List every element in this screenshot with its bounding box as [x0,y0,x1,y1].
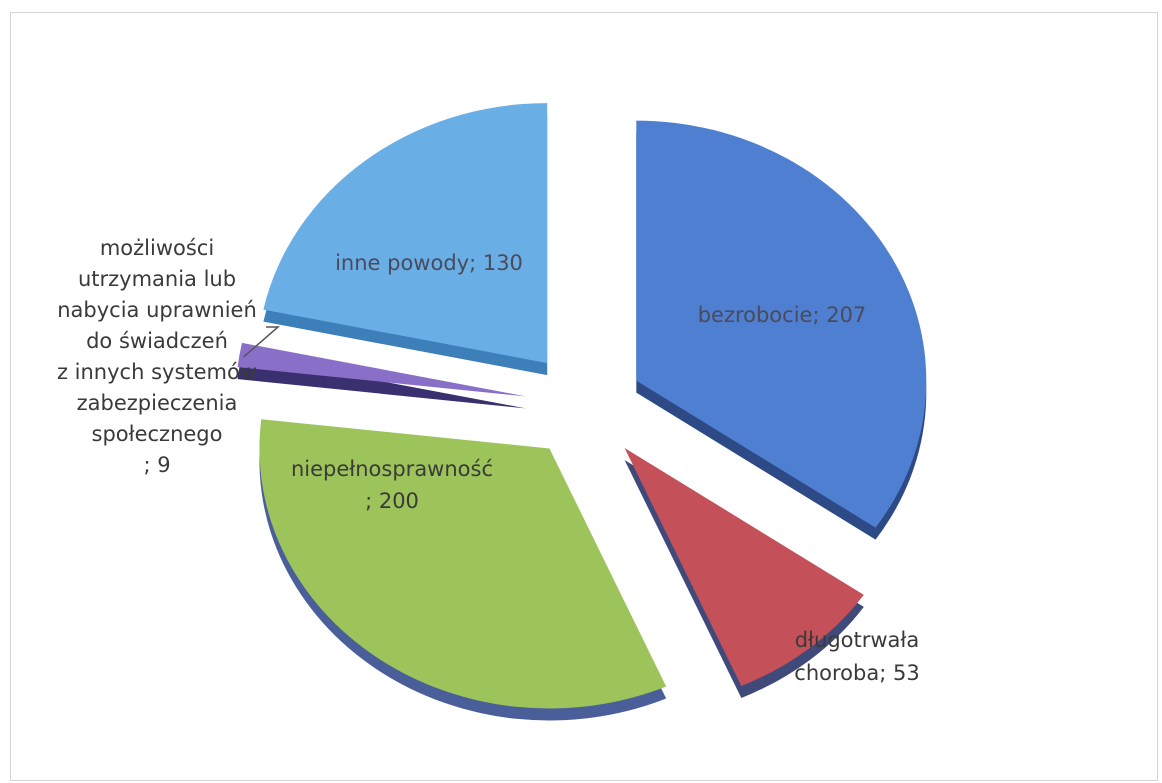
pie-slice-inne-powody [263,103,548,364]
slice-label-line: choroba; 53 [794,661,919,685]
slice-label-długotrwała-choroba: długotrwała choroba; 53 [794,628,919,685]
pie-slice-długotrwała-choroba [624,447,864,686]
slice-label-bezrobocie: bezrobocie; 207 [698,303,867,327]
slice-label-line: społecznego [92,422,223,446]
slice-label-line: ; 9 [143,453,170,477]
slice-label-line: nabycia uprawnień [57,298,257,322]
slice-label-line: bezrobocie; 207 [698,303,867,327]
slice-label-line: inne powody; 130 [335,251,523,275]
slice-label-line: do świadczeń [86,329,228,353]
slice-label-inne-powody: inne powody; 130 [335,251,523,275]
pie-slice-możliwości-utrzymania-lub-nabycia-uprawn [237,342,526,397]
slice-label-możliwości-utrzymania-lub-nabycia-uprawn: możliwości utrzymania lub nabycia uprawnie… [57,236,257,477]
pie-slice-bezrobocie [636,120,927,528]
slice-label-line: utrzymania lub [78,267,236,291]
pie-slice-niepełnosprawność [259,419,667,709]
slice-label-line: ; 200 [365,489,419,513]
leader-line [242,326,281,358]
slice-label-line: możliwości [100,236,214,260]
slice-label-line: z innych systemów [57,360,257,384]
slice-label-line: długotrwała [795,628,920,652]
slice-label-line: niepełnosprawność [291,457,493,481]
slice-label-line: zabezpieczenia [77,391,238,415]
slice-label-niepełnosprawność: niepełnosprawność ; 200 [291,457,493,513]
